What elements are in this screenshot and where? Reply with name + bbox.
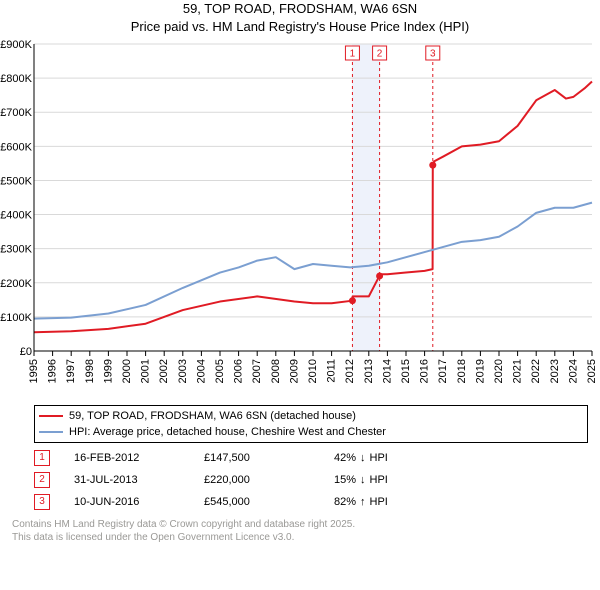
svg-text:£400K: £400K: [0, 210, 32, 222]
svg-text:2002: 2002: [158, 359, 170, 383]
svg-text:2013: 2013: [363, 359, 375, 383]
svg-text:£500K: £500K: [0, 176, 32, 188]
svg-text:2019: 2019: [474, 359, 486, 383]
sale-date: 31-JUL-2013: [74, 474, 204, 486]
arrow-down-icon: ↓: [360, 452, 366, 464]
svg-text:1997: 1997: [65, 359, 77, 383]
svg-text:2: 2: [377, 49, 383, 60]
sale-rel: 15%↓HPI: [334, 474, 464, 486]
svg-text:2023: 2023: [549, 359, 561, 383]
svg-text:3: 3: [430, 49, 436, 60]
sale-date: 10-JUN-2016: [74, 496, 204, 508]
svg-text:2021: 2021: [512, 359, 524, 383]
svg-text:£800K: £800K: [0, 73, 32, 85]
svg-text:£700K: £700K: [0, 108, 32, 120]
svg-text:2025: 2025: [586, 359, 598, 383]
svg-text:2018: 2018: [456, 359, 468, 383]
chart: £0 £100K £200K £300K £400K £500K £600K £700K £80…: [0, 36, 600, 401]
svg-text:2008: 2008: [270, 359, 282, 383]
sales-row: 1 16-FEB-2012£147,50042%↓HPI: [34, 447, 588, 469]
svg-text:2001: 2001: [140, 359, 152, 383]
svg-text:2003: 2003: [177, 359, 189, 383]
sale-marker: 3: [34, 494, 50, 510]
sale-price: £147,500: [204, 452, 334, 464]
legend-label: HPI: Average price, detached house, Ches…: [69, 426, 386, 438]
sale-marker: 2: [34, 472, 50, 488]
sales-row: 3 10-JUN-2016£545,00082%↑HPI: [34, 491, 588, 513]
svg-text:2005: 2005: [214, 359, 226, 383]
legend-swatch: [39, 431, 63, 433]
svg-text:1996: 1996: [47, 359, 59, 383]
legend-item: 59, TOP ROAD, FRODSHAM, WA6 6SN (detache…: [39, 408, 583, 424]
svg-text:1999: 1999: [102, 359, 114, 383]
arrow-down-icon: ↓: [360, 474, 366, 486]
svg-text:£0: £0: [20, 346, 32, 358]
svg-text:2020: 2020: [493, 359, 505, 383]
chart-svg: £0 £100K £200K £300K £400K £500K £600K £700K £80…: [0, 36, 600, 401]
legend-label: 59, TOP ROAD, FRODSHAM, WA6 6SN (detache…: [69, 410, 356, 422]
sale-date: 16-FEB-2012: [74, 452, 204, 464]
svg-text:£300K: £300K: [0, 244, 32, 256]
svg-text:2000: 2000: [121, 359, 133, 383]
svg-text:£900K: £900K: [0, 39, 32, 51]
footer-line-2: This data is licensed under the Open Gov…: [12, 532, 588, 545]
svg-text:1: 1: [350, 49, 356, 60]
svg-text:£200K: £200K: [0, 278, 32, 290]
svg-text:2014: 2014: [381, 359, 393, 383]
svg-text:1998: 1998: [84, 359, 96, 383]
svg-text:2006: 2006: [233, 359, 245, 383]
svg-text:2004: 2004: [195, 359, 207, 383]
sale-rel: 82%↑HPI: [334, 496, 464, 508]
svg-text:1995: 1995: [28, 359, 40, 383]
legend: 59, TOP ROAD, FRODSHAM, WA6 6SN (detache…: [34, 405, 588, 443]
svg-text:2015: 2015: [400, 359, 412, 383]
svg-text:2007: 2007: [251, 359, 263, 383]
svg-text:2024: 2024: [567, 359, 579, 383]
title-block: 59, TOP ROAD, FRODSHAM, WA6 6SN Price pa…: [0, 0, 600, 36]
arrow-up-icon: ↑: [360, 496, 366, 508]
sale-price: £220,000: [204, 474, 334, 486]
sales-table: 1 16-FEB-2012£147,50042%↓HPI 2 31-JUL-2013£…: [34, 447, 588, 513]
svg-text:2009: 2009: [288, 359, 300, 383]
svg-text:2017: 2017: [437, 359, 449, 383]
footer-note: Contains HM Land Registry data © Crown c…: [12, 519, 588, 544]
sale-marker: 1: [34, 450, 50, 466]
svg-text:2011: 2011: [326, 359, 338, 383]
title-line-2: Price paid vs. HM Land Registry's House …: [0, 18, 600, 36]
svg-text:£100K: £100K: [0, 312, 32, 324]
svg-text:2016: 2016: [419, 359, 431, 383]
title-line-1: 59, TOP ROAD, FRODSHAM, WA6 6SN: [0, 0, 600, 18]
svg-text:2012: 2012: [344, 359, 356, 383]
sale-price: £545,000: [204, 496, 334, 508]
svg-text:2010: 2010: [307, 359, 319, 383]
sale-rel: 42%↓HPI: [334, 452, 464, 464]
svg-text:£600K: £600K: [0, 142, 32, 154]
legend-item: HPI: Average price, detached house, Ches…: [39, 424, 583, 440]
svg-text:2022: 2022: [530, 359, 542, 383]
footer-line-1: Contains HM Land Registry data © Crown c…: [12, 519, 588, 532]
sales-row: 2 31-JUL-2013£220,00015%↓HPI: [34, 469, 588, 491]
legend-swatch: [39, 415, 63, 417]
